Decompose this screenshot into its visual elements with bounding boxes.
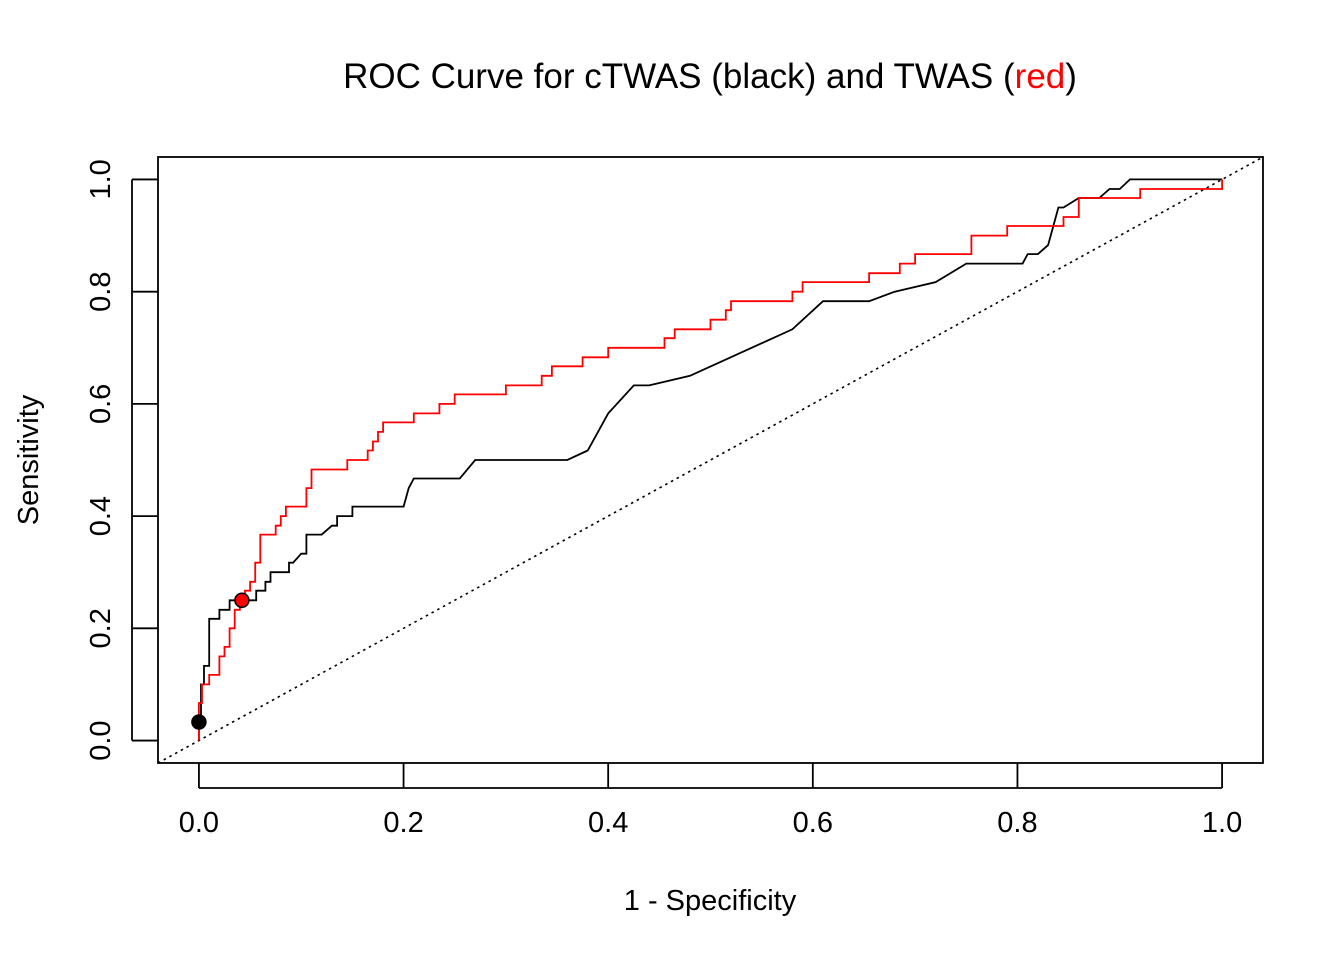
chart-title-red-word: red	[1015, 57, 1066, 96]
plot-area	[157, 156, 1264, 764]
x-tick-label: 1.0	[1202, 807, 1242, 839]
x-tick-label: 0.0	[179, 807, 219, 839]
chart-title-prefix: ROC Curve for cTWAS (black) and TWAS (	[343, 57, 1015, 96]
threshold-point-twas	[234, 592, 250, 609]
roc-curve-ctwas	[197, 178, 1223, 741]
diagonal-reference-line	[157, 156, 1264, 764]
chart-title-suffix: )	[1065, 57, 1077, 96]
x-axis-label: 1 - Specificity	[624, 885, 797, 917]
y-tick-label: 0.8	[85, 272, 117, 312]
x-tick-label: 0.4	[588, 807, 628, 839]
y-axis-label: Sensitivity	[13, 394, 45, 525]
x-tick-label: 0.8	[997, 807, 1037, 839]
y-tick-label: 0.2	[85, 608, 117, 648]
chart-title: ROC Curve for cTWAS (black) and TWAS (re…	[343, 57, 1077, 96]
threshold-point-ctwas	[191, 714, 207, 730]
y-tick-label: 0.4	[85, 496, 117, 536]
plot-frame	[157, 156, 1264, 764]
x-tick-label: 0.2	[383, 807, 423, 839]
x-tick-label: 0.6	[793, 807, 833, 839]
y-tick-label: 0.6	[85, 384, 117, 424]
y-axis: 0.0 0.2 0.4 0.6 0.8 1.0	[85, 159, 158, 761]
y-tick-label: 0.0	[85, 720, 117, 760]
x-axis: 0.0 0.2 0.4 0.6 0.8 1.0	[179, 763, 1242, 839]
y-tick-label: 1.0	[85, 159, 117, 199]
